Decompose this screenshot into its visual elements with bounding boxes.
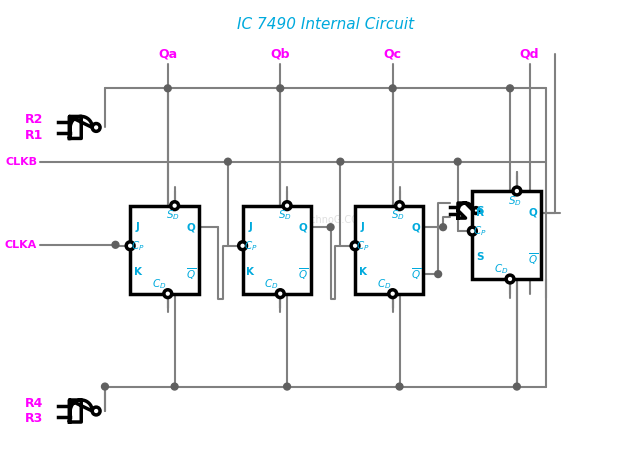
Circle shape [388,290,397,298]
Text: Q: Q [186,222,195,232]
Text: $\overline{Q}$: $\overline{Q}$ [528,251,538,267]
Text: $C_D$: $C_D$ [376,277,391,291]
Circle shape [507,85,513,92]
Text: J: J [136,222,140,232]
Circle shape [92,124,100,131]
Circle shape [440,224,447,231]
Circle shape [164,290,172,298]
Text: J: J [248,222,252,232]
Text: $C_P$: $C_P$ [244,239,257,253]
Circle shape [468,227,476,235]
Text: K: K [134,267,142,277]
Circle shape [513,383,520,390]
Circle shape [506,275,514,283]
Circle shape [396,202,403,210]
Text: Qa: Qa [158,47,177,61]
Circle shape [337,158,344,165]
Text: Q: Q [529,208,538,218]
Text: $\overline{Q}$: $\overline{Q}$ [298,266,308,282]
Text: $S_D$: $S_D$ [166,209,179,222]
Circle shape [126,242,134,250]
Text: CLKA: CLKA [5,240,37,250]
Text: R2: R2 [24,113,43,126]
Text: R: R [476,208,484,218]
Text: Q: Q [412,222,420,232]
Text: $\overline{Q}$: $\overline{Q}$ [186,266,196,282]
Circle shape [276,290,284,298]
Circle shape [112,242,119,248]
FancyBboxPatch shape [472,191,541,279]
Circle shape [396,383,403,390]
Text: S: S [476,252,484,262]
Polygon shape [70,117,92,139]
Text: $C_P$: $C_P$ [356,239,370,253]
Circle shape [102,383,108,390]
Circle shape [171,202,179,210]
Circle shape [164,85,172,92]
Text: J: J [361,222,365,232]
Circle shape [172,383,178,390]
Text: $\overline{Q}$: $\overline{Q}$ [411,266,420,282]
Text: S: S [476,205,484,216]
Text: Qd: Qd [520,47,540,61]
Circle shape [327,224,334,231]
Text: IC 7490 Internal Circuit: IC 7490 Internal Circuit [237,17,414,32]
Text: R1: R1 [24,129,43,142]
Circle shape [225,158,231,165]
Circle shape [473,208,479,213]
Circle shape [454,158,461,165]
Circle shape [239,242,246,250]
Text: Q: Q [299,222,308,232]
Circle shape [284,383,291,390]
Text: $S_D$: $S_D$ [278,209,292,222]
Circle shape [283,202,291,210]
Text: $C_D$: $C_D$ [152,277,166,291]
FancyBboxPatch shape [130,206,198,294]
FancyBboxPatch shape [355,206,424,294]
Circle shape [513,187,521,195]
Text: Qc: Qc [384,47,402,61]
Text: K: K [246,267,255,277]
Circle shape [351,242,359,250]
Circle shape [92,407,100,415]
Circle shape [435,271,442,278]
Text: Qb: Qb [271,47,290,61]
Polygon shape [70,400,92,422]
Text: WWW.ETechnoG.COM: WWW.ETechnoG.COM [264,215,368,225]
Text: R4: R4 [24,397,43,410]
Circle shape [389,85,396,92]
Text: CLKB: CLKB [5,157,37,167]
Text: $S_D$: $S_D$ [508,194,522,208]
Text: K: K [359,267,367,277]
Text: $S_D$: $S_D$ [390,209,404,222]
Text: $C_P$: $C_P$ [474,224,487,238]
Polygon shape [458,203,473,218]
Text: R3: R3 [24,412,43,425]
Text: $C_D$: $C_D$ [494,262,508,276]
FancyBboxPatch shape [243,206,311,294]
Text: $C_P$: $C_P$ [131,239,145,253]
Circle shape [277,85,284,92]
Text: $C_D$: $C_D$ [264,277,278,291]
